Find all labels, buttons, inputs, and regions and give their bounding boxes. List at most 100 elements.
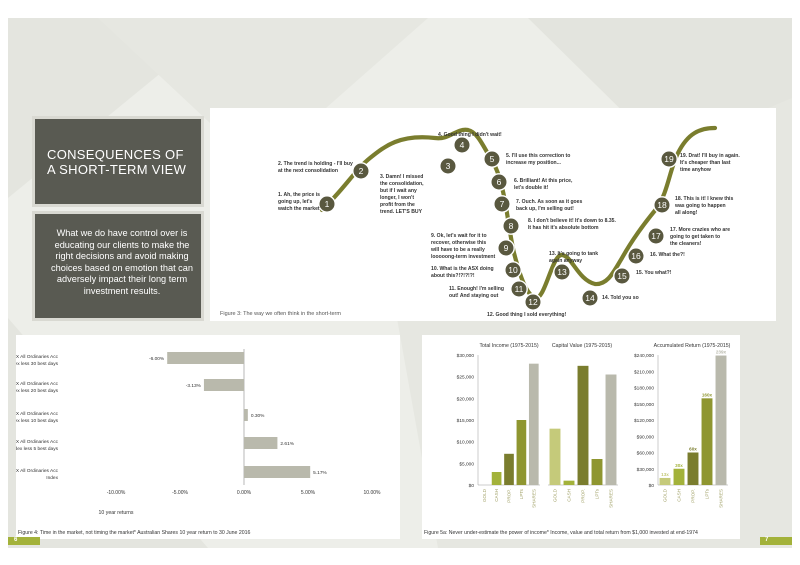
emotion-marker-16	[627, 247, 645, 265]
x-tick-label: -5.00%	[172, 490, 188, 496]
intro-line: investment results.	[83, 285, 161, 296]
emotion-callout-line: increase my position...	[506, 160, 562, 166]
emotion-marker-number: 2	[359, 166, 364, 176]
bar-prop	[504, 453, 514, 485]
bar-prop	[687, 452, 699, 485]
y-tick-label: $25,000	[457, 375, 475, 381]
emotion-marker-11	[510, 280, 528, 298]
chart-title: Accumulated Return (1975-2015)	[654, 343, 731, 349]
bar-value-label: 2.61%	[280, 441, 294, 447]
emotion-marker-number: 9	[504, 243, 509, 253]
y-tick-label: $0	[469, 483, 475, 489]
bar-4	[244, 466, 311, 478]
emotion-marker-3	[439, 157, 457, 175]
x-tick-label: -10.00%	[107, 490, 126, 496]
emotion-callout-line: out! And staying out	[449, 293, 499, 299]
emotion-marker-18	[653, 196, 671, 214]
intro-text-box: What we do have control over is educatin…	[32, 211, 204, 321]
emotion-marker-13	[553, 263, 571, 281]
time-in-market-chart: 10 year returns Figure 4: Time in the ma…	[8, 349, 382, 536]
emotion-callout-line: the cleaners!	[670, 241, 702, 247]
bar-1	[203, 379, 244, 391]
emotion-callout-line: 3. Damn! I missed	[380, 174, 423, 180]
emotion-callout-line: watch the market	[277, 206, 320, 212]
y-tick-label: $15,000	[457, 418, 475, 424]
emotion-callout-line: 14. Told you so	[602, 295, 639, 301]
emotion-callout-line: 10. What is the ASX doing	[431, 266, 494, 272]
bar-shares	[605, 374, 617, 485]
section-title: CONSEQUENCES OF A SHORT-TERM VIEW	[47, 147, 186, 177]
emotion-callout-line: but if I wait any	[380, 188, 417, 194]
emotion-callout-line: 9. Ok, let's wait for it to	[431, 233, 487, 239]
category-label: S&P ASX All Ordinaries Acc	[16, 381, 59, 387]
emotion-callout-line: again anyway	[549, 258, 582, 264]
emotion-callout-line: 8. I don't believe it! It's down to 8.35…	[528, 218, 616, 224]
emotion-cycle-panel: 1 1. Ah, the price is going up, let's watch…	[210, 108, 776, 321]
chart-title: Total Income (1975-2015)	[479, 343, 538, 349]
category-label: CASH	[567, 489, 572, 502]
emotion-marker-number: 3	[446, 161, 451, 171]
emotion-callout-line: 11. Enough! I'm selling	[449, 286, 504, 292]
emotion-callout-line: all along!	[675, 210, 698, 216]
footer-bar-right	[760, 537, 792, 545]
figure-3-caption: Figure 3: The way we often think in the …	[220, 311, 341, 317]
emotion-marker-14	[581, 289, 599, 307]
category-label: PROP.	[581, 489, 586, 503]
bar-3	[244, 437, 278, 449]
emotion-callout-line: 16. What the?!	[650, 252, 685, 258]
category-label: GOLD	[663, 488, 668, 502]
bar-value-label: -6.00%	[149, 356, 165, 362]
emotion-callout-line: the consolidation,	[380, 181, 424, 187]
emotion-marker-number: 14	[585, 293, 595, 303]
emotion-callout-line: It's cheaper than last	[680, 160, 731, 166]
category-label: Index	[46, 475, 58, 481]
y-tick-label: $60,000	[637, 451, 655, 457]
y-tick-label: $10,000	[457, 440, 475, 446]
emotion-marker-number: 5	[490, 154, 495, 164]
category-label: PROP.	[507, 489, 512, 503]
emotion-callout-line: trend. LET'S BUY	[380, 209, 423, 215]
emotion-marker-8	[502, 217, 520, 235]
category-label: GOLD	[553, 488, 558, 502]
emotion-marker-number: 8	[509, 221, 514, 231]
page-number-left: 6	[14, 537, 18, 543]
category-label: SHARES	[719, 489, 724, 508]
y-tick-label: $20,000	[457, 396, 475, 402]
emotion-callout-line: longer, I won't	[380, 195, 414, 201]
y-tick-label: $120,000	[634, 418, 654, 424]
emotion-marker-number: 1	[325, 199, 330, 209]
bar-value-label: 160x	[702, 392, 713, 397]
y-tick-label: $240,000	[634, 353, 654, 359]
emotion-callout-line: 4. Good thing I didn't wait!	[438, 132, 502, 138]
emotion-callout-line: 18. This is it! I knew this	[675, 196, 733, 202]
intro-line: educating our clients to make the	[54, 239, 190, 250]
bar-0	[167, 352, 244, 364]
x-tick-label: 10.00%	[364, 490, 382, 496]
y-tick-label: $5,000	[459, 461, 474, 467]
intro-line: What we do have control over is	[56, 228, 188, 238]
chart-title: Capital Value (1975-2015)	[552, 343, 612, 349]
emotion-callout-line: profit from the	[380, 202, 415, 208]
emotion-callout-line: 2. The trend is holding - I'll buy	[278, 161, 353, 167]
y-tick-label: $210,000	[634, 369, 654, 375]
section-title-line-1: CONSEQUENCES OF	[47, 147, 184, 162]
y-tick-label: $30,000	[637, 467, 655, 473]
category-label: CASH	[494, 489, 499, 502]
figure-5a-caption: Figure 5a: Never under-estimate the powe…	[424, 530, 698, 536]
y-tick-label: $30,000	[457, 353, 475, 359]
emotion-marker-12	[524, 293, 542, 311]
emotion-callout-line: about this?!?!?!?!	[431, 273, 475, 279]
bar-value-label: 5.17%	[313, 470, 327, 476]
spread-background: CONSEQUENCES OF A SHORT-TERM VIEW What w…	[8, 18, 792, 548]
category-label: Index less 20 best days	[16, 388, 59, 394]
page-number-right: 7	[765, 537, 769, 543]
emotion-callout-line: 19. Drat! I'll buy in again.	[680, 153, 740, 159]
figure-4-x-axis-label: 10 year returns	[99, 510, 134, 516]
emotion-marker-number: 7	[500, 199, 505, 209]
emotion-marker-number: 17	[651, 231, 661, 241]
emotion-callout-line: 1. Ah, the price is	[278, 192, 320, 198]
category-label: S&P ASX All Ordinaries Acc	[16, 354, 59, 360]
bar-cash	[673, 468, 685, 485]
emotion-marker-1	[318, 195, 336, 213]
